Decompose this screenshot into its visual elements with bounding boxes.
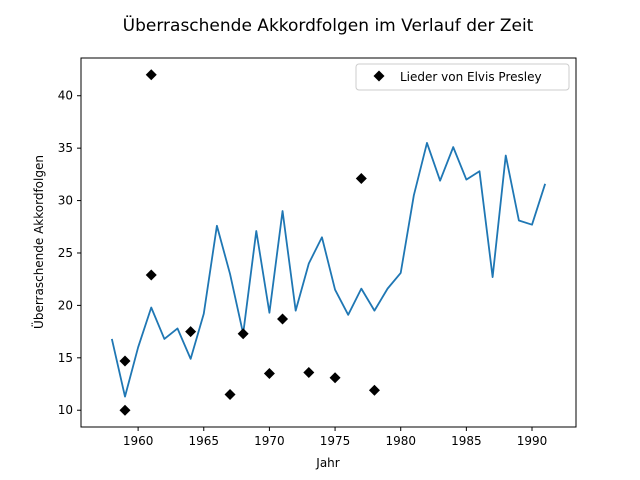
plot-area bbox=[110, 69, 546, 416]
scatter-point bbox=[237, 328, 249, 340]
legend-entry: Lieder von Elvis Presley bbox=[400, 70, 542, 84]
y-tick-label: 35 bbox=[58, 141, 73, 155]
legend: Lieder von Elvis Presley bbox=[355, 63, 570, 91]
series-line bbox=[110, 142, 546, 398]
y-axis: 10 15 20 25 30 35 40 bbox=[58, 89, 81, 417]
y-tick-label: 30 bbox=[58, 194, 73, 208]
x-tick-label: 1975 bbox=[320, 434, 351, 448]
scatter-point bbox=[185, 326, 197, 338]
y-tick-label: 15 bbox=[58, 351, 73, 365]
scatter-point bbox=[145, 69, 157, 81]
scatter-point bbox=[329, 372, 341, 384]
scatter-point bbox=[368, 384, 380, 396]
x-axis-label: Jahr bbox=[315, 456, 339, 470]
x-tick-label: 1985 bbox=[451, 434, 482, 448]
plot-frame bbox=[80, 57, 577, 428]
y-axis-label: Überraschende Akkordfolgen bbox=[30, 155, 46, 329]
chart-title: Überraschende Akkordfolgen im Verlauf de… bbox=[123, 14, 534, 36]
scatter-point bbox=[263, 368, 275, 380]
scatter-point bbox=[355, 173, 367, 185]
scatter-point bbox=[119, 355, 131, 367]
y-tick-label: 10 bbox=[58, 403, 73, 417]
y-tick-label: 40 bbox=[58, 89, 73, 103]
scatter-point bbox=[224, 389, 236, 401]
scatter-point bbox=[145, 269, 157, 281]
legend-box bbox=[355, 63, 570, 91]
scatter-point bbox=[119, 404, 131, 416]
scatter-point bbox=[303, 366, 315, 378]
x-tick-label: 1990 bbox=[517, 434, 548, 448]
x-axis: 1960 1965 1970 1975 1980 1985 1990 bbox=[123, 427, 547, 448]
y-tick-label: 25 bbox=[58, 246, 73, 260]
x-tick-label: 1980 bbox=[385, 434, 416, 448]
x-tick-label: 1965 bbox=[188, 434, 219, 448]
x-tick-label: 1960 bbox=[123, 434, 154, 448]
y-tick-label: 20 bbox=[58, 298, 73, 312]
x-tick-label: 1970 bbox=[254, 434, 285, 448]
scatter-point bbox=[277, 313, 289, 325]
legend-marker-icon bbox=[373, 70, 385, 82]
